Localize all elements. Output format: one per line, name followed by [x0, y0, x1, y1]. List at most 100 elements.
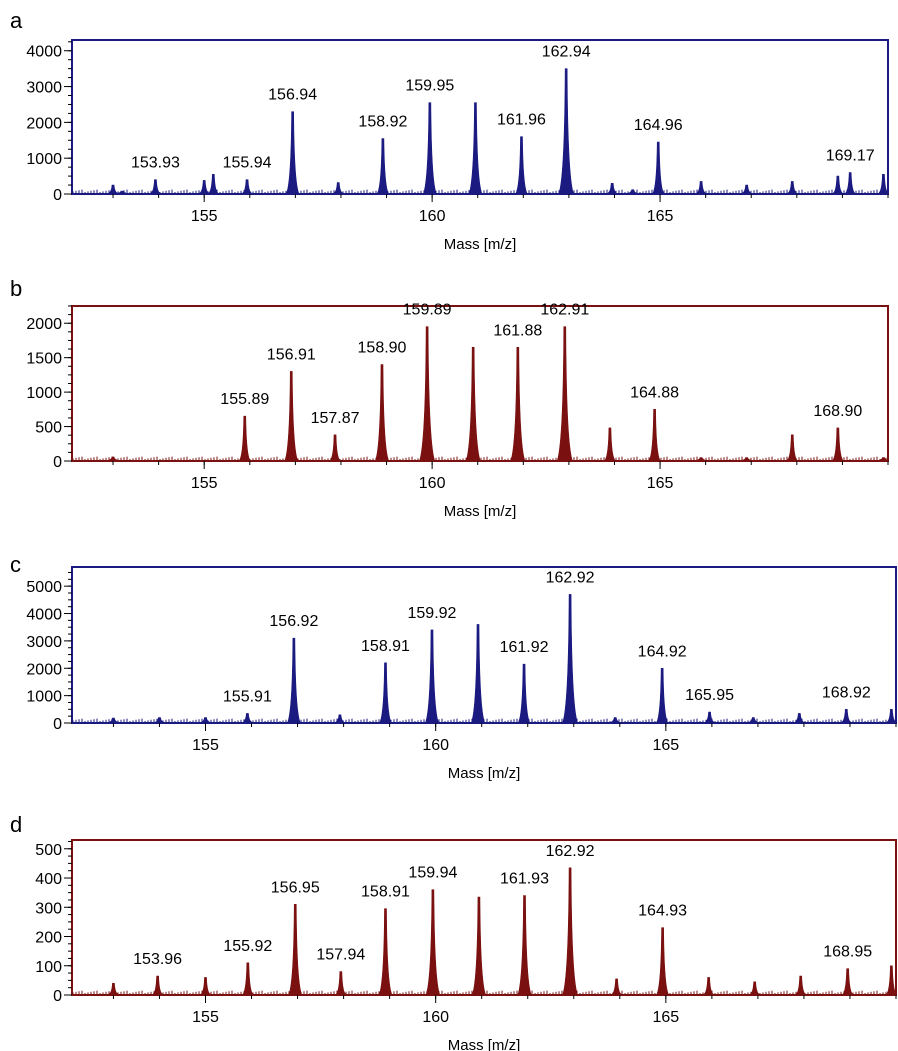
peak	[786, 181, 798, 194]
peak	[794, 713, 804, 723]
peak-label: 156.94	[268, 87, 317, 104]
peak	[832, 427, 844, 461]
peak	[465, 347, 481, 461]
x-tick-label: 165	[647, 475, 674, 492]
peak	[878, 174, 889, 194]
y-tick-label: 0	[53, 454, 62, 471]
peak	[749, 981, 760, 995]
y-tick-label: 4000	[26, 44, 62, 61]
panel-label: a	[10, 8, 23, 33]
peak	[208, 174, 219, 194]
spectrum-panel-a: a 0 1000 2000 3000 4000 155 160 165 Mass [m/z] 153…	[10, 8, 889, 253]
y-tick-label: 3000	[26, 634, 62, 651]
peak	[425, 629, 439, 723]
peak	[375, 364, 389, 461]
peak-label: 155.91	[223, 688, 272, 705]
peak	[332, 182, 344, 194]
y-tick-label: 100	[35, 959, 62, 976]
peak-label: 161.92	[500, 639, 549, 656]
x-tick-label: 155	[191, 475, 218, 492]
peak-label: 155.94	[223, 155, 272, 172]
peak	[243, 713, 252, 723]
panel-label: d	[10, 812, 22, 837]
x-tick-label: 160	[419, 208, 446, 225]
peak	[288, 904, 302, 995]
plot-frame	[71, 566, 897, 724]
peak-label: 157.87	[311, 410, 360, 427]
x-tick-label: 160	[422, 1009, 449, 1026]
peak	[510, 347, 526, 461]
peak	[379, 662, 392, 723]
peak-label: 162.92	[546, 843, 595, 860]
y-tick-label: 500	[35, 842, 62, 859]
x-tick-label: 160	[419, 475, 446, 492]
plot-frame	[71, 839, 897, 996]
x-tick-label: 160	[422, 737, 449, 754]
peak-label: 157.94	[316, 947, 365, 964]
panel-label: c	[10, 552, 21, 577]
spectrum-panel-d: d 0 100 200 300 400 500 155 160 165 Mass [m/z] 153.…	[10, 812, 897, 1051]
y-tick-label: 2000	[26, 115, 62, 132]
y-tick-label: 1000	[26, 151, 62, 168]
peak-label: 168.95	[823, 944, 872, 961]
peak	[242, 962, 254, 995]
peak	[286, 111, 300, 194]
peak	[155, 717, 164, 723]
x-axis-label: Mass [m/z]	[444, 503, 517, 520]
y-tick-label: 5000	[26, 579, 62, 596]
peak	[198, 180, 210, 194]
y-tick-label: 2000	[26, 316, 62, 333]
peak-label: 158.90	[358, 340, 407, 357]
peak-label: 156.91	[267, 346, 316, 363]
peak-label: 158.91	[361, 884, 410, 901]
peak-label: 159.92	[408, 605, 457, 622]
peak-label: 164.93	[638, 903, 687, 920]
peak-label: 159.89	[403, 302, 452, 319]
peak-label: 153.96	[133, 951, 182, 968]
peak	[335, 971, 347, 995]
peak	[610, 717, 620, 723]
x-tick-label: 155	[192, 1009, 219, 1026]
peak-label: 164.96	[634, 117, 683, 134]
peak	[419, 326, 435, 461]
peak-label: 159.95	[405, 78, 454, 95]
peak	[652, 141, 664, 194]
x-axis-label: Mass [m/z]	[444, 236, 517, 253]
peak	[742, 184, 752, 194]
peak	[749, 717, 758, 723]
peak	[378, 908, 393, 995]
peak	[844, 172, 856, 194]
x-axis-label: Mass [m/z]	[448, 765, 521, 782]
panel-label: b	[10, 276, 22, 301]
peak	[471, 624, 485, 723]
peak	[558, 68, 574, 194]
peak-label: 158.91	[361, 638, 410, 655]
peak-label: 162.94	[542, 44, 591, 61]
x-tick-label: 165	[647, 208, 674, 225]
peak	[696, 457, 706, 461]
peak	[879, 457, 888, 461]
peak	[557, 326, 573, 461]
spectrum-panel-b: b 0 500 1000 1500 2000 155 160 165 Mass [m/z] 155.…	[10, 276, 889, 520]
peak	[832, 175, 844, 194]
y-tick-label: 0	[53, 187, 62, 204]
peak	[628, 189, 637, 194]
peak	[518, 663, 530, 723]
peak	[150, 179, 161, 194]
y-tick-label: 2000	[26, 661, 62, 678]
peak-label: 162.91	[540, 302, 589, 319]
peak	[335, 714, 345, 723]
peak	[515, 136, 528, 194]
peak	[787, 434, 798, 461]
x-axis-label: Mass [m/z]	[448, 1037, 521, 1051]
peak	[201, 717, 210, 723]
spectrum-panel-c: c 0 1000 2000 3000 4000 5000 155 160 165 Mass [m/z…	[10, 552, 897, 782]
peak-label: 165.95	[685, 687, 734, 704]
peak	[842, 968, 853, 995]
y-tick-label: 4000	[26, 607, 62, 624]
y-tick-label: 0	[53, 716, 62, 733]
y-tick-label: 200	[35, 930, 62, 947]
peak	[152, 975, 163, 995]
peak-label: 161.88	[493, 322, 542, 339]
peak	[239, 415, 251, 461]
